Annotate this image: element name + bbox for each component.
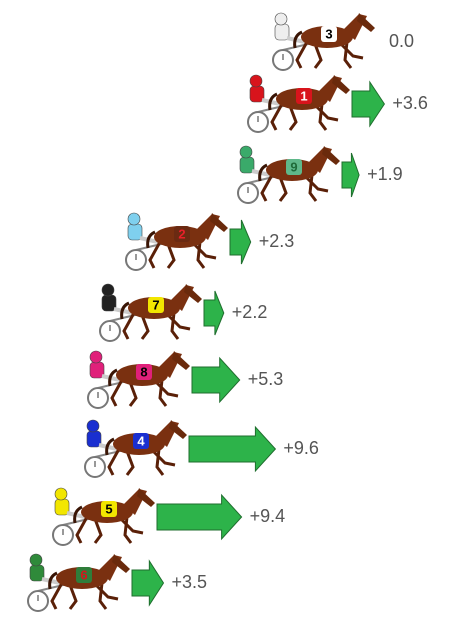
driver-helmet [240, 146, 252, 158]
horse-number: 6 [80, 567, 87, 582]
driver-body [90, 362, 104, 378]
gap-label: 0.0 [389, 31, 414, 51]
gap-arrow [230, 220, 251, 264]
horse: 7 [100, 284, 202, 341]
horse: 8 [88, 351, 190, 408]
gap-arrow [189, 427, 275, 471]
gap-label: +3.6 [392, 93, 428, 113]
horse-number: 5 [105, 501, 112, 516]
chart: 3 0.0 1 +3.6 9 +1.9 2 +2.3 7 +2.2 8 +5.3 4 +9.6 5 +9.4 6… [0, 0, 451, 617]
horse: 5 [53, 488, 155, 545]
horse-number: 8 [140, 364, 147, 379]
horse-number: 7 [152, 297, 159, 312]
horse-number: 4 [137, 433, 145, 448]
horse: 2 [126, 213, 228, 270]
driver-helmet [275, 13, 287, 25]
driver-body [102, 295, 116, 311]
gap-arrow [352, 82, 384, 126]
driver-body [250, 86, 264, 102]
driver-body [240, 157, 254, 173]
horse: 9 [238, 146, 340, 203]
driver-helmet [128, 213, 140, 225]
gap-arrow [342, 153, 359, 197]
driver-helmet [30, 554, 42, 566]
gap-label: +9.4 [250, 506, 286, 526]
driver-helmet [90, 351, 102, 363]
driver-body [87, 431, 101, 447]
driver-body [128, 224, 142, 240]
driver-body [55, 499, 69, 515]
gap-arrow [157, 495, 242, 539]
gap-label: +1.9 [367, 164, 403, 184]
horse: 3 [273, 13, 375, 70]
page: 3 0.0 1 +3.6 9 +1.9 2 +2.3 7 +2.2 8 +5.3 4 +9.6 5 +9.4 6… [0, 0, 451, 617]
gap-label: +2.3 [259, 231, 295, 251]
driver-helmet [250, 75, 262, 87]
horse-number: 2 [178, 226, 185, 241]
driver-body [275, 24, 289, 40]
driver-helmet [87, 420, 99, 432]
horse: 6 [28, 554, 130, 611]
gap-arrow [204, 291, 224, 335]
horse-number: 1 [300, 88, 307, 103]
gap-label: +2.2 [232, 302, 268, 322]
horse-number: 9 [290, 159, 297, 174]
driver-helmet [55, 488, 67, 500]
driver-helmet [102, 284, 114, 296]
gap-arrow [192, 358, 240, 402]
horse: 4 [85, 420, 187, 477]
horse-number: 3 [325, 26, 332, 41]
gap-label: +5.3 [248, 369, 284, 389]
horse: 1 [248, 75, 350, 132]
gap-label: +9.6 [283, 438, 319, 458]
gap-arrow [132, 561, 164, 605]
driver-body [30, 565, 44, 581]
gap-label: +3.5 [172, 572, 208, 592]
